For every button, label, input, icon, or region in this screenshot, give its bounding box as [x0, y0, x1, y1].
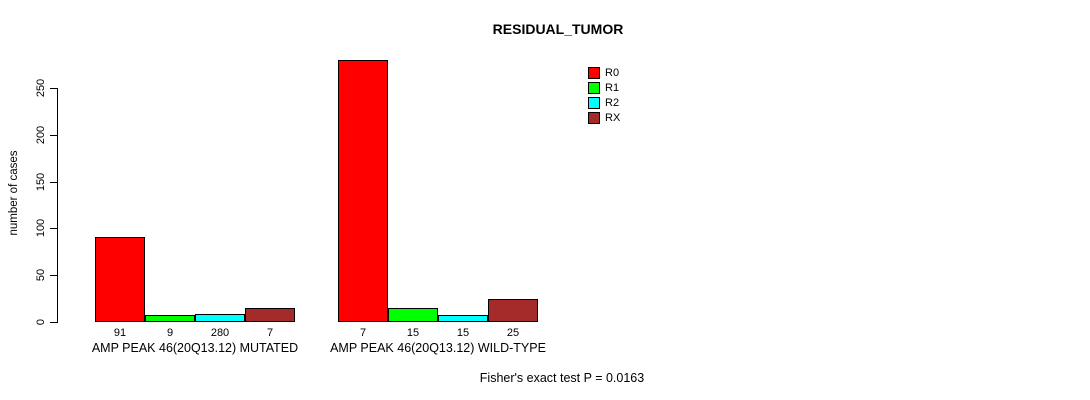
legend-label: R2 [605, 96, 620, 109]
y-axis-tick-label: 200 [35, 125, 47, 145]
y-axis-tick-label: 0 [35, 318, 47, 326]
bar-value-label: 25 [506, 327, 520, 339]
bar-value-label: 91 [113, 327, 127, 339]
bar-rx-group1 [245, 308, 295, 322]
bar-rx-group2 [488, 299, 538, 322]
x-category-label: AMP PEAK 46(20Q13.12) MUTATED [91, 341, 299, 355]
chart-title: RESIDUAL_TUMOR [492, 21, 624, 37]
bar-r2-group1 [195, 314, 245, 322]
y-axis-tick [50, 322, 57, 323]
y-axis-tick [50, 275, 57, 276]
y-axis-tick-label: 150 [35, 172, 47, 192]
y-axis-tick [50, 182, 57, 183]
legend-item-rx: RX [588, 110, 620, 125]
legend-swatch-r2 [588, 96, 600, 109]
y-axis-tick-label: 250 [35, 78, 47, 98]
y-axis-line [57, 88, 58, 323]
bar-value-label: 15 [406, 327, 420, 339]
y-axis-tick [50, 88, 57, 89]
bar-value-label: 7 [266, 327, 274, 339]
bar-r0-group1 [95, 237, 145, 322]
legend-item-r1: R1 [588, 80, 620, 95]
legend: R0 R1 R2 RX [588, 65, 620, 125]
legend-swatch-r1 [588, 81, 600, 94]
legend-swatch-r0 [588, 66, 600, 79]
bar-value-label: 9 [166, 327, 174, 339]
y-axis-label: number of cases [8, 150, 20, 236]
legend-label: R0 [605, 66, 620, 79]
bar-value-label: 280 [210, 327, 230, 339]
bar-r2-group2 [438, 315, 488, 322]
fisher-test-annotation: Fisher's exact test P = 0.0163 [479, 371, 645, 385]
y-axis-tick-label: 100 [35, 218, 47, 238]
y-axis-tick [50, 135, 57, 136]
legend-label: RX [605, 111, 621, 124]
legend-swatch-rx [588, 111, 600, 124]
y-axis-tick-label: 50 [35, 268, 47, 282]
x-category-label: AMP PEAK 46(20Q13.12) WILD-TYPE [330, 341, 546, 355]
legend-item-r0: R0 [588, 65, 620, 80]
legend-label: R1 [605, 81, 620, 94]
bar-r1-group2 [388, 308, 438, 322]
bar-r0-group2 [338, 60, 388, 322]
bar-value-label: 15 [456, 327, 470, 339]
y-axis-tick [50, 228, 57, 229]
bar-r1-group1 [145, 315, 195, 322]
legend-item-r2: R2 [588, 95, 620, 110]
bar-value-label: 7 [359, 327, 367, 339]
